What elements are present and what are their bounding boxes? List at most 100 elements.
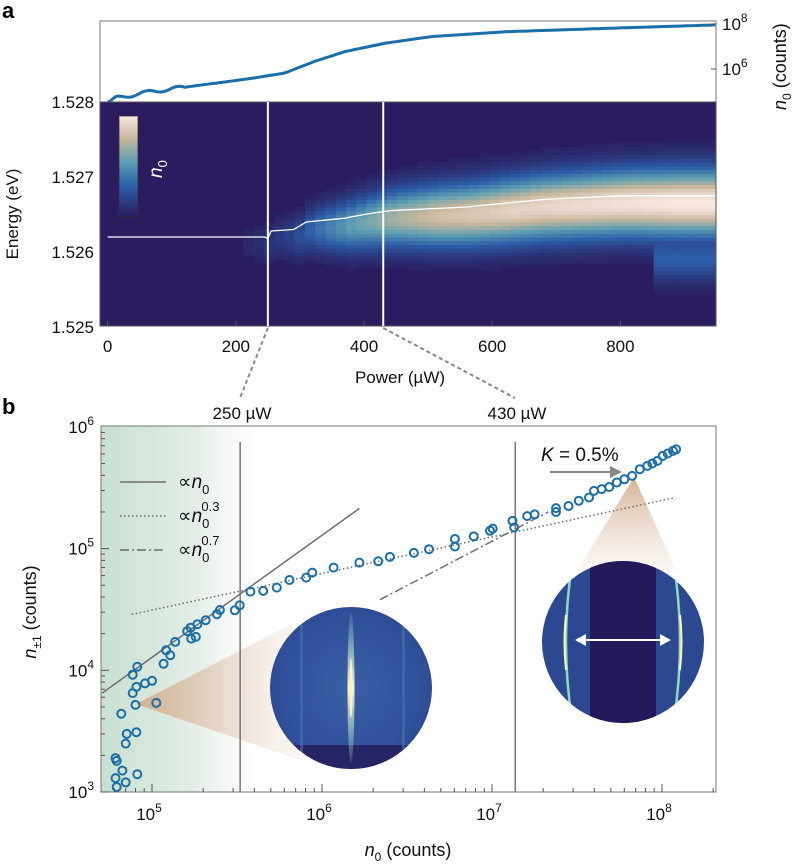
heatmap-cell [643, 225, 655, 230]
heatmap-cell [694, 165, 706, 170]
heatmap-cell [448, 259, 460, 264]
heatmap-cell [469, 195, 480, 200]
heatmap-cell [346, 210, 357, 215]
heatmap-cell [623, 240, 634, 245]
heatmap-cell [458, 214, 470, 219]
heatmap-cell [653, 229, 665, 234]
heatmap-cell [571, 158, 583, 163]
heatmap-cell [499, 210, 511, 215]
panel-a-axes: 250 µW 430 µW 0 200 400 600 800 1.525 1.526 1.527… [3, 93, 717, 423]
heatmap-cell [243, 233, 255, 238]
heatmap-cell [643, 199, 655, 204]
heatmap-cell [305, 229, 316, 234]
heatmap-cell [407, 177, 419, 182]
heatmap-cell [499, 154, 511, 159]
heatmap-cell [664, 147, 675, 152]
heatmap-cell [294, 248, 306, 253]
heatmap-cell [684, 207, 696, 212]
heatmap-cell [479, 237, 491, 242]
heatmap-cell [571, 177, 583, 182]
heatmap-cell [520, 173, 532, 178]
heatmap-cell [520, 210, 532, 215]
heatmap-cell [479, 169, 491, 174]
heatmap-cell [571, 184, 583, 189]
heatmap-cell [510, 237, 521, 242]
heatmap-cell [510, 225, 521, 230]
heatmap-cell [469, 162, 480, 167]
heatmap-cell [510, 184, 521, 189]
data-point [307, 567, 318, 578]
heatmap-cell [623, 210, 634, 215]
heatmap-cell [387, 233, 398, 238]
heatmap-cell [715, 222, 716, 227]
heatmap-cell [551, 222, 563, 227]
heatmap-cell [664, 274, 675, 279]
heatmap-cell [284, 237, 296, 242]
heatmap-cell [530, 237, 542, 242]
data-point [186, 633, 197, 644]
panel-label-b: b [2, 394, 15, 419]
heatmap-cell [715, 162, 716, 167]
heatmap-cell [674, 248, 686, 253]
heatmap-cell [571, 229, 583, 234]
heatmap-cell [407, 248, 419, 253]
heatmap-cell [335, 240, 347, 245]
heatmap-cell [387, 203, 398, 208]
heatmap-cell [438, 210, 450, 215]
heatmap-cell [438, 192, 450, 197]
heatmap-cell [694, 195, 706, 200]
heatmap-cell [366, 233, 378, 238]
heatmap-cell [571, 154, 583, 159]
heatmap-cell [581, 218, 593, 223]
heatmap-cell [469, 233, 480, 238]
heatmap-cell [715, 180, 716, 185]
heatmap-cell [571, 237, 583, 242]
heatmap-cell [694, 289, 706, 294]
heatmap-cell [294, 237, 306, 242]
heatmap-cell [715, 143, 716, 148]
heatmap-cell [664, 214, 675, 219]
heatmap-cell [592, 154, 604, 159]
heatmap-cell [366, 240, 378, 245]
heatmap-cell [551, 188, 563, 193]
heatmap-cell [664, 184, 675, 189]
heatmap-cell [315, 237, 327, 242]
heatmap-cell [448, 192, 460, 197]
heatmap-cell [397, 207, 409, 212]
heatmap-cell [387, 214, 398, 219]
heatmap-cell [674, 267, 686, 272]
heatmap-cell [715, 263, 716, 268]
heatmap-cell [530, 218, 542, 223]
heatmap-cell [366, 263, 378, 268]
heatmap-cell [438, 214, 450, 219]
heatmap-cell [653, 240, 665, 245]
heatmap-cell [592, 233, 604, 238]
heatmap-cell [643, 147, 655, 152]
data-point [120, 738, 131, 749]
heatmap-cell [438, 263, 450, 268]
heatmap-cell [520, 162, 532, 167]
heatmap-cell [346, 218, 357, 223]
heatmap-cell [592, 184, 604, 189]
sub: 0 [375, 850, 382, 864]
heatmap-cell [684, 267, 696, 272]
heatmap-cell [479, 177, 491, 182]
heatmap-cell [387, 188, 398, 193]
heatmap-cell [458, 165, 470, 170]
heatmap-cell [674, 147, 686, 152]
heatmap-cell [479, 210, 491, 215]
heatmap-cell [530, 229, 542, 234]
heatmap-cell [571, 252, 583, 257]
heatmap-cell [510, 214, 521, 219]
heatmap-cell [643, 229, 655, 234]
heatmap-cell [684, 263, 696, 268]
heatmap-cell [294, 222, 306, 227]
heatmap-cell [653, 263, 665, 268]
heatmap-cell [684, 259, 696, 264]
heatmap-cell [315, 240, 327, 245]
heatmap-cell [694, 229, 706, 234]
heatmap-cell [715, 270, 716, 275]
heatmap-cell [489, 229, 501, 234]
heatmap-cell [366, 222, 378, 227]
heatmap-cell [592, 218, 604, 223]
